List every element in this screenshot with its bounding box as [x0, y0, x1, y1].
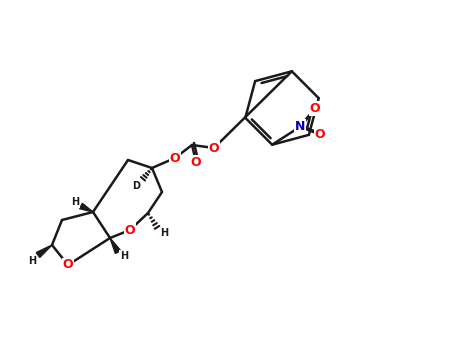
Text: O: O	[315, 128, 325, 141]
Text: O: O	[125, 224, 135, 237]
Text: N: N	[295, 120, 305, 133]
Text: H: H	[160, 228, 168, 238]
Text: D: D	[132, 181, 140, 191]
Polygon shape	[110, 238, 121, 253]
Text: O: O	[63, 259, 73, 272]
Text: H: H	[71, 197, 79, 207]
Text: O: O	[191, 155, 201, 168]
Text: O: O	[310, 102, 320, 115]
Text: H: H	[120, 251, 128, 261]
Text: H: H	[28, 256, 36, 266]
Text: O: O	[170, 152, 180, 164]
Polygon shape	[80, 203, 93, 212]
Polygon shape	[36, 245, 52, 258]
Text: O: O	[209, 141, 219, 154]
